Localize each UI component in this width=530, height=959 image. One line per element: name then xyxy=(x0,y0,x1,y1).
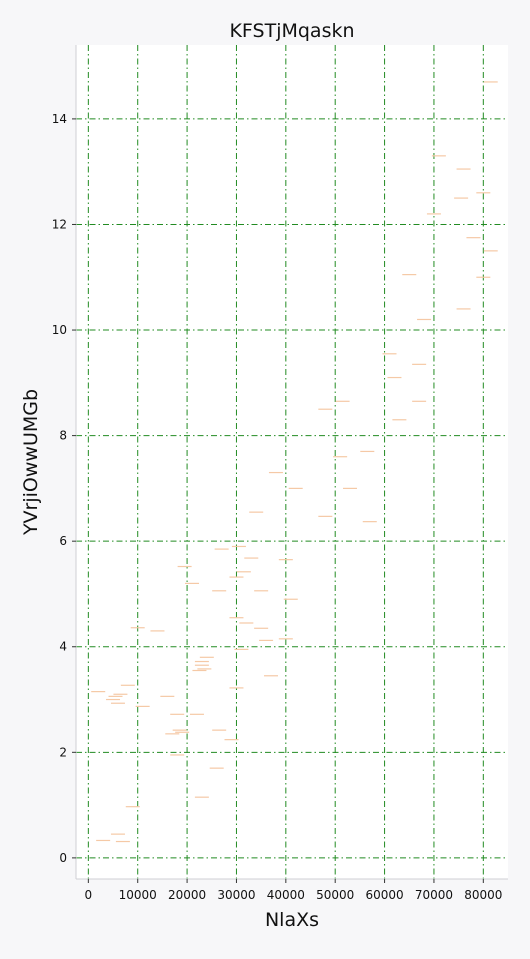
x-tick-label: 0 xyxy=(85,888,93,902)
x-tick-label: 10000 xyxy=(119,888,157,902)
x-tick-label: 20000 xyxy=(168,888,206,902)
x-axis-label: NlaXs xyxy=(265,909,319,931)
y-axis-label: YVrjiOwwUMGb xyxy=(20,389,42,536)
y-ticks: 0 2 4 6 8 10 12 14 xyxy=(52,112,76,865)
x-ticks: 0 10000 20000 30000 40000 50000 60000 70000 8000… xyxy=(85,879,502,902)
chart-title: KFSTjMqaskn xyxy=(229,20,354,42)
x-tick-label: 50000 xyxy=(316,888,354,902)
data-points xyxy=(91,81,498,843)
y-tick-label: 4 xyxy=(59,640,67,654)
x-tick-label: 60000 xyxy=(365,888,403,902)
grid-lines xyxy=(76,45,508,879)
axes-spines xyxy=(75,45,508,880)
y-tick-label: 12 xyxy=(52,217,67,231)
y-tick-label: 0 xyxy=(59,851,67,865)
y-tick-label: 6 xyxy=(59,534,67,548)
y-tick-label: 10 xyxy=(52,323,67,337)
x-tick-label: 80000 xyxy=(464,888,502,902)
x-tick-label: 70000 xyxy=(415,888,453,902)
y-tick-label: 8 xyxy=(59,429,67,443)
x-tick-label: 30000 xyxy=(217,888,255,902)
y-tick-label: 14 xyxy=(52,112,67,126)
y-tick-label: 2 xyxy=(59,745,67,759)
x-tick-label: 40000 xyxy=(267,888,305,902)
plot-area xyxy=(76,45,508,879)
